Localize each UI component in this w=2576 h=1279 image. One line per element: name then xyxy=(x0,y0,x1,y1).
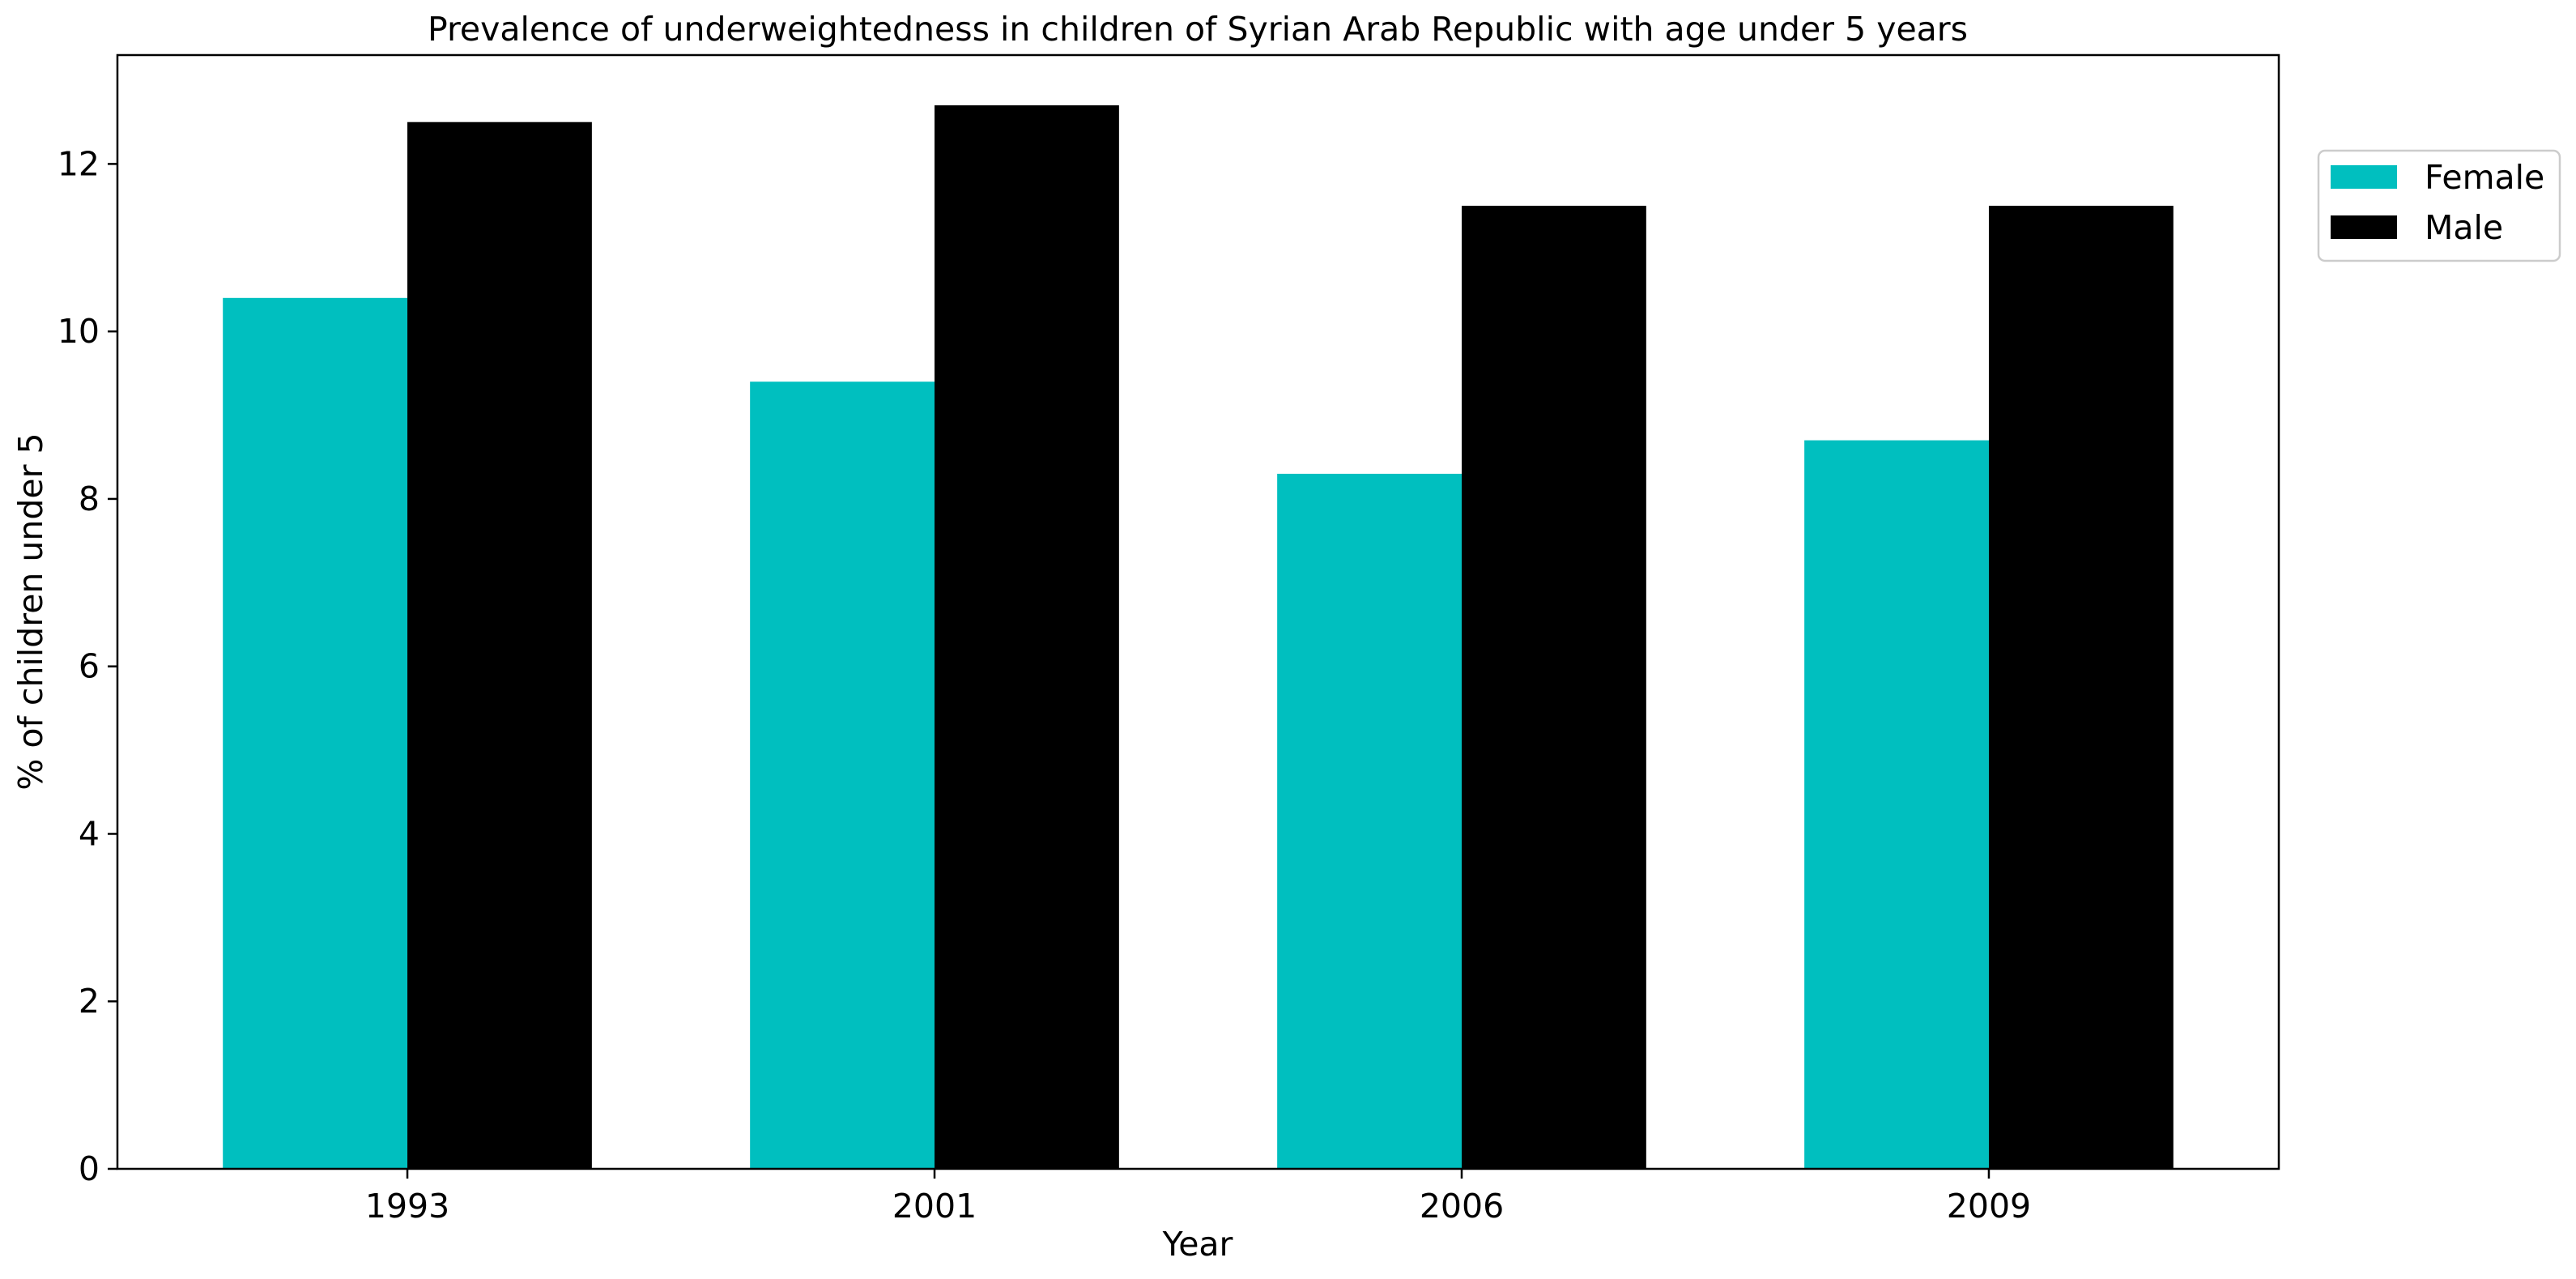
x-tick-label-2001: 2001 xyxy=(892,1187,977,1226)
bar-male-2009 xyxy=(1988,206,2174,1170)
bar-female-2009 xyxy=(1804,440,1989,1169)
bar-female-2001 xyxy=(750,382,935,1169)
bar-male-2001 xyxy=(935,105,1119,1170)
bar-female-1993 xyxy=(223,297,408,1170)
y-axis-label: % of children under 5 xyxy=(11,433,50,790)
y-tick-label: 10 xyxy=(57,312,100,351)
y-tick-label: 12 xyxy=(57,144,100,183)
y-tick-label: 6 xyxy=(79,647,100,686)
y-tick-label: 4 xyxy=(79,814,100,853)
legend-swatch-male xyxy=(2331,215,2397,239)
legend-label-female: Female xyxy=(2425,158,2544,197)
x-tick-label-2009: 2009 xyxy=(1947,1187,2031,1226)
bar-male-1993 xyxy=(407,122,592,1169)
legend: Female Male xyxy=(2317,149,2561,262)
y-axis: 0 2 4 6 8 10 12 xyxy=(57,144,117,1188)
y-tick-label: 0 xyxy=(79,1149,100,1188)
x-axis-label: Year xyxy=(1162,1225,1233,1264)
y-tick-label: 8 xyxy=(79,480,100,518)
legend-swatch-female xyxy=(2331,165,2397,189)
x-axis: 1993 2001 2006 2009 xyxy=(365,1169,2031,1226)
plot-frame xyxy=(116,53,2280,1170)
bars-group xyxy=(223,105,2174,1170)
legend-label-male: Male xyxy=(2425,208,2503,247)
x-tick-label-1993: 1993 xyxy=(365,1187,449,1226)
bar-male-2006 xyxy=(1461,206,1646,1170)
chart-title: Prevalence of underweightedness in child… xyxy=(428,10,1968,49)
y-tick-label: 2 xyxy=(79,982,100,1021)
bar-female-2006 xyxy=(1277,473,1462,1169)
x-tick-label-2006: 2006 xyxy=(1420,1187,1504,1226)
